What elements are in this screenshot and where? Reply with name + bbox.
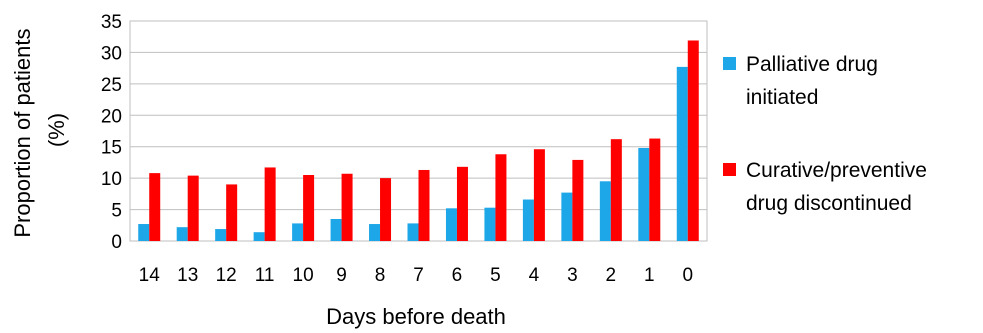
bar-curative [418,169,430,241]
legend-swatch [723,57,736,70]
bar-palliative [561,192,573,241]
bar-curative [264,167,276,241]
x-axis-label: Days before death [326,304,506,329]
x-axis-ticks: 14 13 12 11 10 9 8 7 6 5 4 3 2 1 0 [139,265,693,286]
bar-curative [341,173,353,241]
x-tick-label: 0 [682,265,693,286]
x-tick-label: 4 [529,265,540,286]
bar-palliative [522,199,534,241]
bar-curative [687,40,699,241]
legend: Palliative drug initiated Curative/prevent… [723,53,927,215]
bar-palliative [138,224,150,241]
bar-palliative [253,232,265,241]
legend-swatch [723,163,736,176]
bar-curative [610,139,622,241]
bar-palliative [676,66,688,241]
bar-palliative [292,223,304,241]
y-tick-label: 0 [111,232,122,253]
x-tick-label: 11 [255,265,275,286]
y-axis-label: Proportion of patients (%) [10,22,69,237]
y-tick-label: 30 [101,43,122,64]
bar-curative [456,166,468,241]
bar-curative [187,175,199,241]
y-axis-label-line-2: (%) [44,113,69,147]
x-tick-label: 3 [567,265,578,286]
x-tick-label: 7 [413,265,424,286]
bar-palliative [176,227,188,241]
bar-curative [226,184,238,241]
bar-curative [380,178,392,241]
x-tick-label: 12 [216,265,237,286]
bar-palliative [445,208,457,241]
bar-palliative [599,181,611,241]
legend-label: Curative/preventive drug discontinued [746,159,927,215]
bar-palliative [407,223,419,241]
x-tick-label: 10 [293,265,314,286]
bars [138,40,699,241]
x-tick-label: 9 [336,265,347,286]
y-tick-label: 5 [111,201,122,222]
y-tick-label: 15 [101,138,122,159]
y-tick-label: 35 [101,12,122,33]
bar-curative [495,154,507,241]
bar-palliative [484,207,496,241]
x-tick-label: 1 [644,265,655,286]
x-tick-label: 14 [139,265,161,286]
bar-palliative [638,147,650,241]
x-tick-label: 2 [606,265,617,286]
bar-palliative [369,224,381,241]
legend-label: Palliative drug initiated [746,53,878,109]
y-tick-label: 10 [101,169,122,190]
bar-curative [303,175,315,241]
bar-palliative [215,229,227,241]
y-tick-label: 20 [101,106,122,127]
bar-curative [149,173,161,241]
x-tick-label: 5 [490,265,501,286]
x-tick-label: 13 [177,265,198,286]
x-tick-label: 6 [452,265,463,286]
bar-curative [533,149,545,241]
x-tick-label: 8 [375,265,386,286]
y-axis-label-line-1: Proportion of patients [10,28,35,237]
y-tick-label: 25 [101,75,122,96]
bar-palliative [330,219,342,241]
bar-curative [649,138,661,241]
y-axis-ticks: 0 5 10 15 20 25 30 35 [101,12,122,253]
bar-curative [572,159,584,241]
